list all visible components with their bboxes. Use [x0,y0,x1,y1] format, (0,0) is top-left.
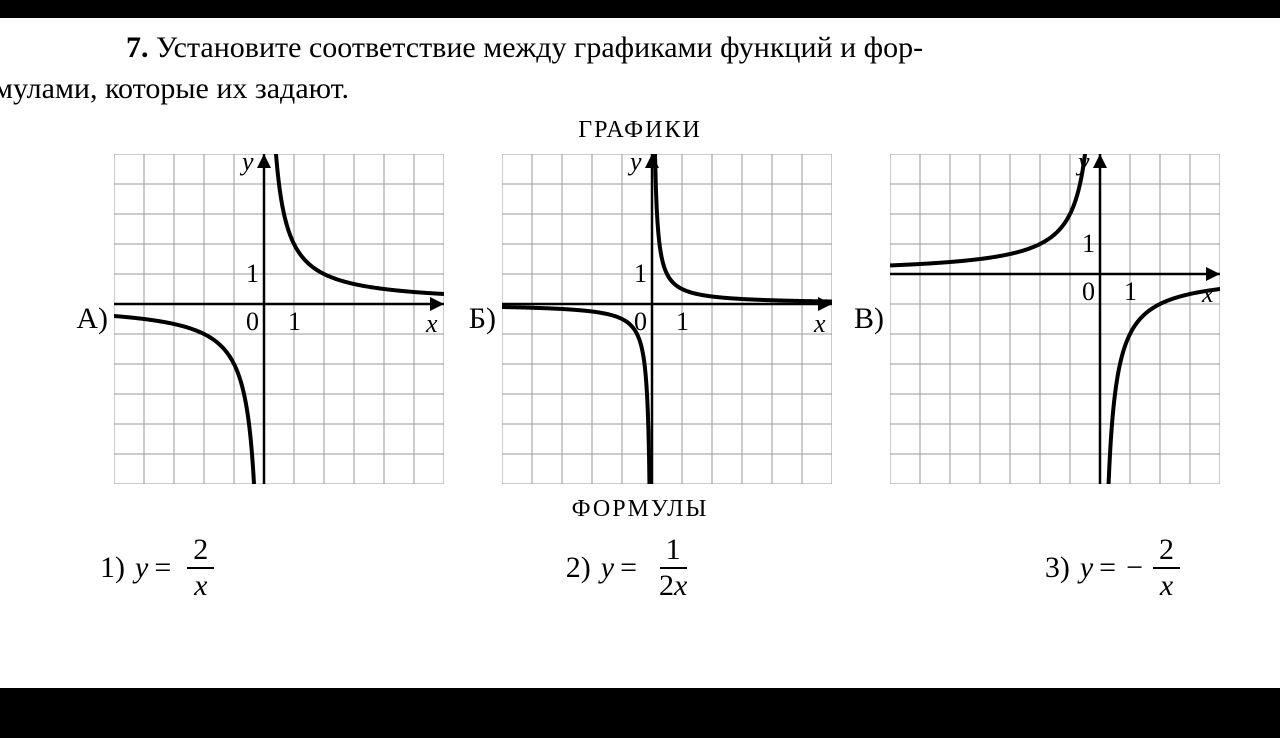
formula-2-eq: = [620,551,637,585]
svg-text:x: x [425,309,438,338]
svg-text:0: 0 [1082,277,1095,306]
graph-c: yx011 [890,154,1220,484]
graphs-row: А) yx011 Б) yx011 В) yx011 [60,154,1220,484]
formula-3-lhs: y [1080,551,1093,585]
graph-block-a: А) yx011 [60,154,444,484]
svg-text:1: 1 [246,259,259,288]
problem-text-2: мулами, которые их задают. [0,72,349,105]
formula-1-bot: x [188,569,213,601]
formula-2: 2) y = 1 2x [566,535,694,601]
formulas-row: 1) y = 2 x 2) y = 1 2x 3) y = − 2 [100,535,1180,601]
svg-text:1: 1 [1082,229,1095,258]
heading-formulas: ФОРМУЛЫ [60,496,1220,523]
problem-statement: 7. Установите соответствие между графика… [60,28,1220,109]
graph-b: yx011 [502,154,832,484]
svg-text:1: 1 [1124,277,1137,306]
formula-3-neg: − [1126,551,1143,585]
formula-1-top: 2 [187,535,214,569]
svg-text:y: y [239,154,254,176]
problem-number: 7. [126,31,149,64]
graph-label-b: Б) [448,302,496,336]
problem-text-1: Установите соответствие между графиками … [156,31,923,64]
formula-1: 1) y = 2 x [100,535,214,601]
graph-label-c: В) [836,302,884,336]
formula-3-eq: = [1099,551,1116,585]
formula-2-bot: 2x [653,569,693,601]
formula-2-top: 1 [660,535,687,569]
formula-1-frac: 2 x [187,535,214,601]
graph-a: yx011 [114,154,444,484]
svg-text:x: x [813,309,826,338]
graph-block-b: Б) yx011 [448,154,832,484]
svg-text:1: 1 [634,259,647,288]
svg-text:1: 1 [676,307,689,336]
formula-3-frac: 2 x [1153,535,1180,601]
formula-1-num: 1) [100,551,125,585]
formula-1-eq: = [154,551,171,585]
graph-label-a: А) [60,302,108,336]
formula-3-top: 2 [1153,535,1180,569]
formula-3: 3) y = − 2 x [1045,535,1180,601]
graph-block-c: В) yx011 [836,154,1220,484]
svg-text:1: 1 [288,307,301,336]
page: 7. Установите соответствие между графика… [0,18,1280,688]
formula-3-bot: x [1154,569,1179,601]
formula-2-lhs: y [601,551,614,585]
formula-1-lhs: y [135,551,148,585]
svg-text:0: 0 [246,307,259,336]
heading-graphs: ГРАФИКИ [60,117,1220,144]
svg-text:y: y [627,154,642,176]
formula-3-num: 3) [1045,551,1070,585]
formula-2-num: 2) [566,551,591,585]
formula-2-frac: 1 2x [653,535,693,601]
